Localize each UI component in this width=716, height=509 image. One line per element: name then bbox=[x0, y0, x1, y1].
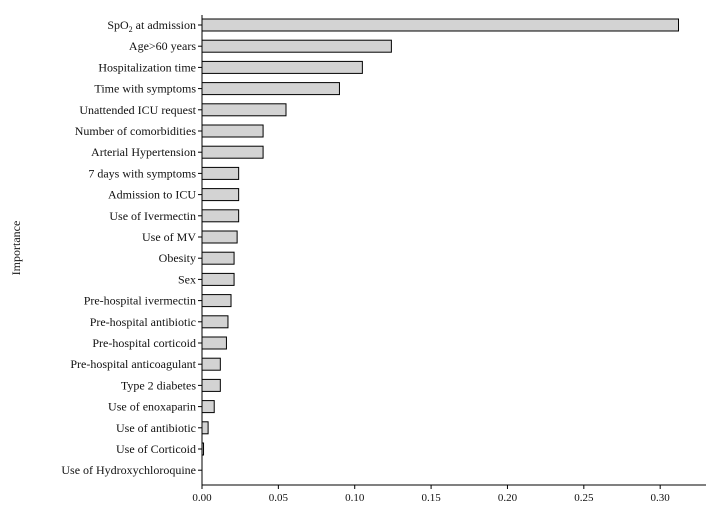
category-label-18: Use of enoxaparin bbox=[108, 400, 196, 414]
bar-13 bbox=[201, 294, 232, 308]
category-label-21: Use of Hydroxychloroquine bbox=[61, 463, 196, 477]
category-label-20: Use of Corticoid bbox=[116, 442, 196, 456]
category-label-2: Hospitalization time bbox=[98, 60, 196, 74]
category-label-7: 7 days with symptoms bbox=[88, 166, 196, 180]
x-tick-label-3: 0.15 bbox=[421, 492, 441, 504]
bar-10 bbox=[201, 230, 238, 244]
axes-group: 0.00 0.05 0.10 0.15 0.20 0.25 0.30 bbox=[192, 15, 706, 504]
x-tick-label-4: 0.20 bbox=[498, 492, 518, 504]
category-label-8: Admission to ICU bbox=[108, 188, 196, 202]
category-label-4: Unattended ICU request bbox=[79, 103, 196, 117]
bar-16 bbox=[201, 357, 221, 371]
x-tick-label-2: 0.10 bbox=[345, 492, 365, 504]
category-label-17: Type 2 diabetes bbox=[121, 378, 196, 392]
x-tick-label-0: 0.00 bbox=[192, 492, 212, 504]
bar-9 bbox=[201, 209, 240, 223]
bar-2 bbox=[201, 60, 363, 74]
category-label-5: Number of comorbidities bbox=[75, 124, 197, 138]
bar-18 bbox=[201, 400, 215, 414]
category-label-19: Use of antibiotic bbox=[116, 421, 196, 435]
bar-5 bbox=[201, 124, 264, 138]
category-label-14: Pre-hospital antibiotic bbox=[90, 315, 196, 329]
bar-1 bbox=[201, 39, 392, 53]
bar-6 bbox=[201, 145, 264, 159]
x-tick-label-1: 0.05 bbox=[269, 492, 289, 504]
bars-group bbox=[201, 18, 680, 456]
bar-8 bbox=[201, 188, 240, 202]
x-tick-label-6: 0.30 bbox=[651, 492, 671, 504]
category-label-11: Obesity bbox=[159, 251, 196, 265]
y-axis-title: Importance bbox=[9, 221, 23, 276]
category-label-12: Sex bbox=[178, 272, 196, 286]
bar-17 bbox=[201, 378, 221, 392]
bar-4 bbox=[201, 103, 287, 117]
x-tick-label-5: 0.25 bbox=[574, 492, 594, 504]
category-label-15: Pre-hospital corticoid bbox=[92, 336, 196, 350]
category-label-16: Pre-hospital anticoagulant bbox=[70, 357, 196, 371]
category-label-3: Time with symptoms bbox=[94, 82, 196, 96]
bar-3 bbox=[201, 82, 340, 96]
bar-7 bbox=[201, 166, 240, 180]
bar-15 bbox=[201, 336, 227, 350]
category-label-10: Use of MV bbox=[142, 230, 196, 244]
category-label-9: Use of Ivermectin bbox=[109, 209, 196, 223]
bar-12 bbox=[201, 272, 235, 286]
category-label-6: Arterial Hypertension bbox=[91, 145, 196, 159]
bar-14 bbox=[201, 315, 229, 329]
category-label-13: Pre-hospital ivermectin bbox=[84, 294, 196, 308]
category-labels-group: SpO2 at admission Age>60 years Hospitaliza… bbox=[61, 18, 196, 477]
category-label-0: SpO2 at admission bbox=[107, 18, 196, 34]
category-label-1: Age>60 years bbox=[129, 39, 196, 53]
bar-19 bbox=[201, 421, 209, 435]
bar-0 bbox=[201, 18, 680, 32]
bar-11 bbox=[201, 251, 235, 265]
